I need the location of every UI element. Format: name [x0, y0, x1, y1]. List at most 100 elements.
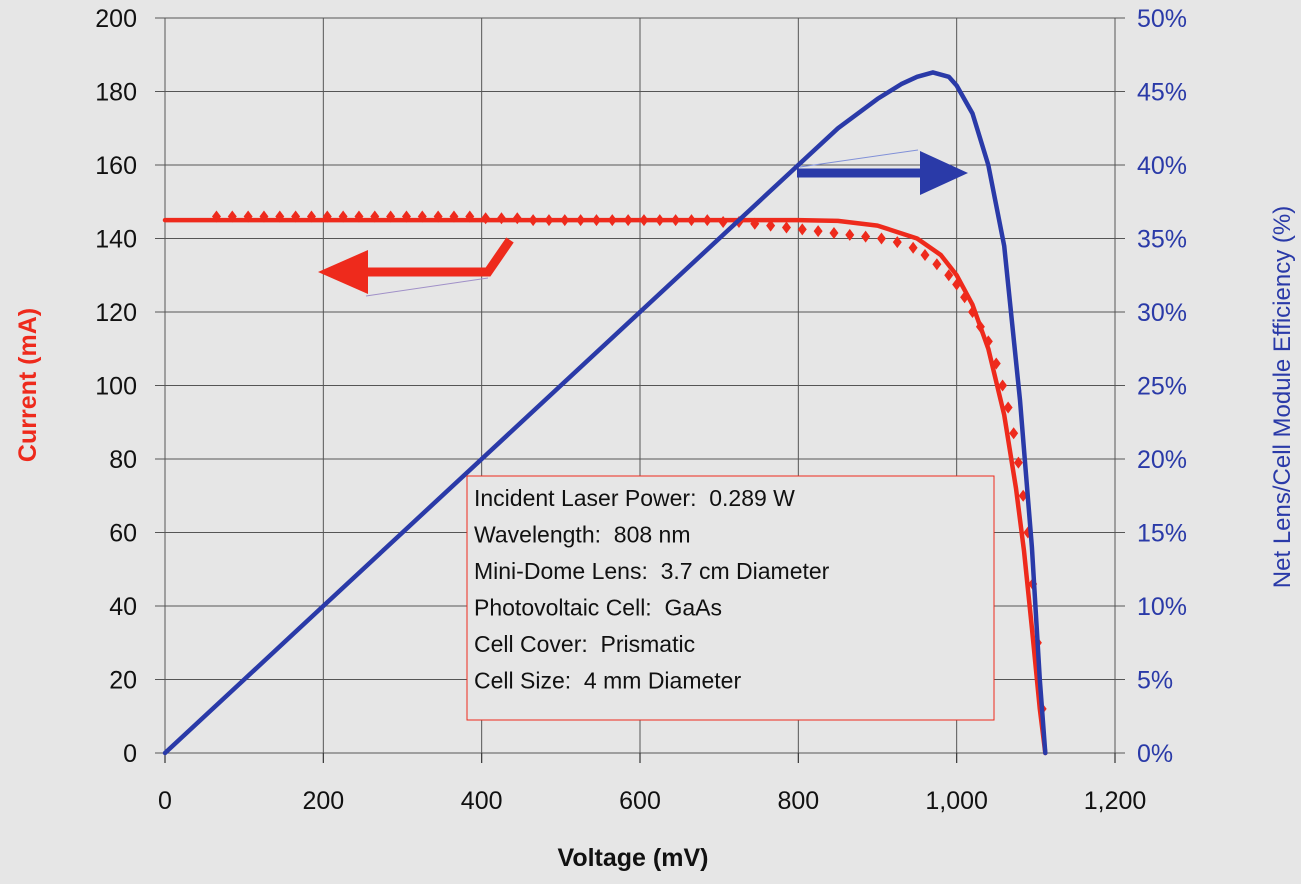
current-data-point	[1003, 401, 1013, 414]
y-tick-label: 60	[109, 520, 137, 548]
y-axis-title: Current (mA)	[14, 308, 42, 462]
y-right-tick-label: 40%	[1137, 152, 1187, 180]
current-data-point	[655, 214, 665, 227]
y-tick-label: 140	[95, 226, 137, 254]
current-data-point	[766, 219, 776, 232]
current-data-point	[952, 278, 962, 291]
current-data-point	[718, 215, 728, 228]
current-data-point	[686, 214, 696, 227]
current-data-point	[1009, 427, 1019, 440]
current-data-point	[639, 214, 649, 227]
y-right-tick-label: 0%	[1137, 740, 1173, 768]
current-data-point	[908, 241, 918, 254]
x-tick-label: 1,000	[925, 787, 988, 815]
y-tick-label: 100	[95, 373, 137, 401]
y-right-axis-ticks: 0% 5% 10% 15% 20% 25% 30% 35% 40% 45% 50%	[1137, 5, 1187, 768]
current-data-point	[983, 335, 993, 348]
x-axis-title: Voltage (mV)	[558, 844, 709, 872]
y-tick-label: 160	[95, 152, 137, 180]
x-tick-label: 800	[777, 787, 819, 815]
current-data-point	[576, 214, 586, 227]
current-data-point	[920, 249, 930, 262]
current-data-point	[861, 230, 871, 243]
current-data-point	[227, 210, 237, 223]
y-tick-label: 80	[109, 446, 137, 474]
y-right-tick-label: 30%	[1137, 299, 1187, 327]
current-data-point	[306, 210, 316, 223]
y-right-tick-label: 5%	[1137, 667, 1173, 695]
current-data-point	[259, 210, 269, 223]
current-data-point	[750, 217, 760, 230]
current-data-point	[607, 214, 617, 227]
y-right-tick-label: 45%	[1137, 79, 1187, 107]
current-data-point	[876, 232, 886, 245]
current-data-point	[512, 212, 522, 225]
current-data-point	[275, 210, 285, 223]
current-data-point	[932, 258, 942, 271]
current-data-point	[481, 212, 491, 225]
info-box: Incident Laser Power: 0.289 W Wavelength:…	[466, 475, 995, 721]
current-data-point	[671, 214, 681, 227]
current-data-point	[560, 214, 570, 227]
y-right-tick-label: 15%	[1137, 520, 1187, 548]
current-data-point	[892, 236, 902, 249]
x-tick-label: 0	[158, 787, 172, 815]
current-data-point	[496, 212, 506, 225]
current-data-point	[465, 210, 475, 223]
current-data-point	[386, 210, 396, 223]
y-right-tick-label: 20%	[1137, 446, 1187, 474]
x-tick-label: 1,200	[1084, 787, 1147, 815]
current-data-point	[354, 210, 364, 223]
info-line: Wavelength: 808 nm	[474, 522, 691, 548]
current-data-point	[781, 221, 791, 234]
current-data-point	[544, 214, 554, 227]
current-data-point	[960, 291, 970, 304]
info-line: Photovoltaic Cell: GaAs	[474, 595, 722, 621]
current-data-point	[291, 210, 301, 223]
y-right-tick-label: 35%	[1137, 226, 1187, 254]
y-tick-label: 180	[95, 79, 137, 107]
y-tick-label: 0	[123, 740, 137, 768]
current-data-point	[211, 210, 221, 223]
y-axis-ticks: 0 20 40 60 80 100 120 140 160 180 200	[95, 5, 137, 768]
y-right-axis-title: Net Lens/Cell Module Efficiency (%)	[1269, 206, 1296, 588]
current-curve	[162, 217, 1048, 756]
current-data-point	[944, 269, 954, 282]
info-line: Cell Size: 4 mm Diameter	[474, 668, 741, 694]
current-data-point	[813, 225, 823, 238]
y-right-tick-label: 10%	[1137, 593, 1187, 621]
current-data-point	[968, 306, 977, 318]
current-data-point	[797, 223, 807, 236]
x-tick-label: 400	[461, 787, 503, 815]
info-line: Incident Laser Power: 0.289 W	[474, 485, 795, 511]
current-data-point	[991, 357, 1001, 370]
current-data-point	[975, 320, 985, 333]
arrow-to-right-axis	[797, 149, 968, 195]
y-tick-label: 120	[95, 299, 137, 327]
current-data-point	[243, 210, 253, 223]
y-right-tick-label: 50%	[1137, 5, 1187, 33]
y-right-tick-label: 25%	[1137, 373, 1187, 401]
efficiency-curve	[162, 70, 1048, 756]
x-tick-label: 600	[619, 787, 661, 815]
info-line: Cell Cover: Prismatic	[474, 631, 695, 657]
current-data-point	[591, 214, 601, 227]
current-data-point	[338, 210, 348, 223]
current-data-point	[829, 226, 839, 239]
current-data-point	[528, 214, 538, 227]
current-data-point	[401, 210, 411, 223]
current-data-point	[417, 210, 427, 223]
x-axis-ticks: 0 200 400 600 800 1,000 1,200	[158, 787, 1146, 815]
current-data-point	[322, 210, 332, 223]
current-data-point	[702, 214, 712, 227]
current-data-point	[845, 228, 855, 241]
current-data-point	[623, 214, 633, 227]
info-line: Mini-Dome Lens: 3.7 cm Diameter	[474, 558, 830, 584]
current-data-point	[1013, 456, 1023, 469]
x-tick-label: 200	[302, 787, 344, 815]
y-tick-label: 200	[95, 5, 137, 33]
y-tick-label: 40	[109, 593, 137, 621]
y-tick-label: 20	[109, 667, 137, 695]
current-data-point	[998, 379, 1008, 392]
